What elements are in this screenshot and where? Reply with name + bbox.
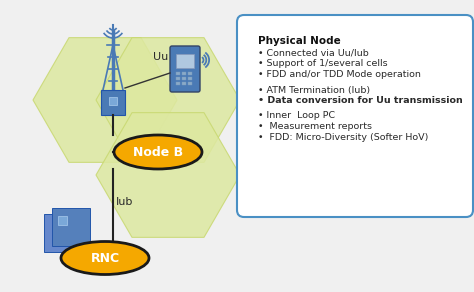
FancyBboxPatch shape: [182, 77, 186, 79]
Text: • Connected via Uu/Iub: • Connected via Uu/Iub: [258, 49, 369, 58]
FancyBboxPatch shape: [58, 216, 67, 225]
Text: •  FDD: Micro-Diversity (Softer HoV): • FDD: Micro-Diversity (Softer HoV): [258, 133, 428, 142]
Text: •  Measurement reports: • Measurement reports: [258, 122, 372, 131]
Polygon shape: [96, 113, 240, 237]
Ellipse shape: [61, 241, 149, 274]
FancyBboxPatch shape: [170, 46, 200, 92]
Text: Iub: Iub: [116, 197, 133, 207]
FancyBboxPatch shape: [188, 77, 192, 79]
Text: • Inner  Loop PC: • Inner Loop PC: [258, 112, 335, 121]
Text: Node B: Node B: [133, 145, 183, 159]
Text: • Support of 1/several cells: • Support of 1/several cells: [258, 60, 388, 69]
FancyBboxPatch shape: [176, 77, 180, 79]
Text: • FDD and/or TDD Mode operation: • FDD and/or TDD Mode operation: [258, 70, 421, 79]
FancyBboxPatch shape: [109, 97, 117, 105]
Text: • Data conversion for Uu transmission: • Data conversion for Uu transmission: [258, 96, 463, 105]
FancyBboxPatch shape: [44, 214, 82, 252]
Text: RNC: RNC: [91, 251, 119, 265]
FancyBboxPatch shape: [237, 15, 473, 217]
Text: Physical Node: Physical Node: [258, 36, 341, 46]
Text: Uu: Uu: [153, 52, 168, 62]
Polygon shape: [96, 38, 240, 162]
FancyBboxPatch shape: [182, 81, 186, 84]
FancyBboxPatch shape: [101, 90, 125, 115]
FancyBboxPatch shape: [176, 72, 180, 74]
FancyBboxPatch shape: [176, 81, 180, 84]
FancyBboxPatch shape: [182, 72, 186, 74]
FancyBboxPatch shape: [52, 208, 90, 246]
FancyBboxPatch shape: [176, 54, 194, 68]
Ellipse shape: [114, 135, 202, 169]
FancyBboxPatch shape: [188, 72, 192, 74]
Polygon shape: [33, 38, 177, 162]
Text: • ATM Termination (Iub): • ATM Termination (Iub): [258, 86, 370, 95]
FancyBboxPatch shape: [188, 81, 192, 84]
